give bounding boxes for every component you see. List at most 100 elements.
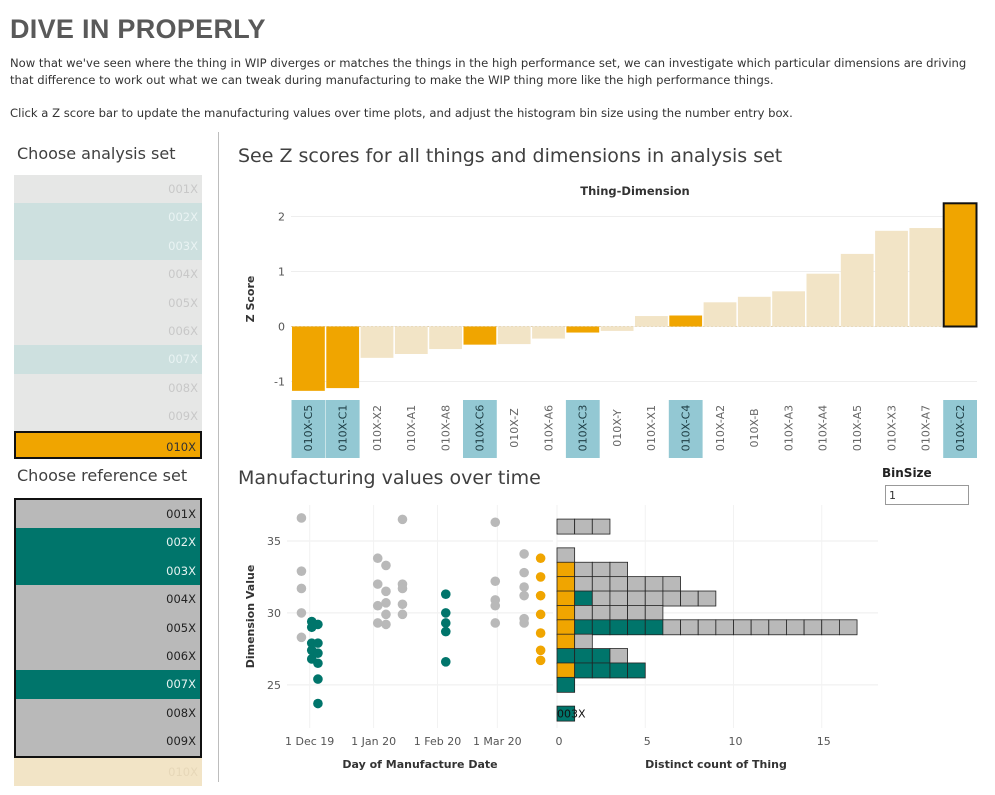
zscore-category-label[interactable]: 010X-Z <box>508 408 521 448</box>
hist-cell-reference-other[interactable] <box>574 605 593 621</box>
scatter-point-reference-other[interactable] <box>490 618 501 628</box>
scatter-point-reference-other[interactable] <box>372 600 383 611</box>
zscore-bar-010x-c5[interactable] <box>292 326 325 391</box>
reference-item-007x[interactable]: 007X <box>16 670 200 699</box>
zscore-bar-010x-z[interactable] <box>497 326 531 345</box>
analysis-item-005x[interactable]: 005X <box>14 288 202 317</box>
hist-cell-reference-other[interactable] <box>838 619 858 636</box>
zscore-category-label[interactable]: 010X-C3 <box>577 405 590 452</box>
hist-cell-reference-other[interactable] <box>644 576 664 593</box>
scatter-point-reference-other[interactable] <box>519 590 529 601</box>
zscore-category-label[interactable]: 010X-A8 <box>439 405 452 451</box>
hist-cell-reference-other[interactable] <box>574 576 593 593</box>
scatter-point-reference-highlighted[interactable] <box>440 618 451 628</box>
hist-cell-reference-other[interactable] <box>591 576 611 593</box>
scatter-point-analysis[interactable] <box>535 609 546 620</box>
scatter-point-reference-highlighted[interactable] <box>313 674 323 684</box>
hist-cell-analysis[interactable] <box>556 590 576 607</box>
scatter-point-analysis[interactable] <box>535 628 546 638</box>
hist-cell-reference-other[interactable] <box>680 590 699 607</box>
zscore-bar-010x-c6[interactable] <box>463 326 497 345</box>
scatter-point-analysis[interactable] <box>535 655 546 666</box>
zscore-category-label[interactable]: 010X-A7 <box>920 405 933 451</box>
zscore-category-label[interactable]: 010X-A5 <box>851 405 864 451</box>
hist-cell-reference-highlighted[interactable] <box>609 662 629 679</box>
scatter-point-reference-other[interactable] <box>296 632 307 643</box>
hist-cell-reference-other[interactable] <box>609 648 629 664</box>
scatter-point-reference-other[interactable] <box>296 583 307 594</box>
zscore-bar-010x-a3[interactable] <box>772 291 805 327</box>
scatter-point-reference-other[interactable] <box>490 517 501 528</box>
hist-cell-reference-highlighted[interactable] <box>574 662 593 679</box>
scatter-point-reference-highlighted[interactable] <box>313 619 323 630</box>
hist-cell-reference-highlighted[interactable] <box>609 619 629 636</box>
hist-cell-reference-other[interactable] <box>697 619 717 636</box>
zscore-bar-010x-x3[interactable] <box>875 230 908 327</box>
reference-item-005x[interactable]: 005X <box>16 613 200 642</box>
zscore-category-label[interactable]: 010X-A1 <box>405 405 418 451</box>
analysis-item-003x[interactable]: 003X <box>14 231 202 261</box>
hist-cell-reference-other[interactable] <box>803 619 823 636</box>
hist-cell-analysis[interactable] <box>556 619 576 636</box>
analysis-item-004x[interactable]: 004X <box>14 260 202 289</box>
hist-cell-reference-highlighted[interactable] <box>556 676 576 693</box>
scatter-point-analysis[interactable] <box>535 572 546 582</box>
hist-cell-reference-other[interactable] <box>662 619 681 636</box>
hist-cell-reference-highlighted[interactable] <box>574 648 593 664</box>
scatter-point-reference-highlighted[interactable] <box>440 626 451 637</box>
reference-item-009x[interactable]: 009X <box>16 727 200 756</box>
hist-cell-reference-highlighted[interactable] <box>627 662 646 679</box>
hist-cell-reference-other[interactable] <box>680 619 699 636</box>
reference-item-001x[interactable]: 001X <box>16 500 200 529</box>
hist-cell-reference-highlighted[interactable] <box>556 648 576 664</box>
hist-cell-reference-other[interactable] <box>609 590 629 607</box>
scatter-point-reference-highlighted[interactable] <box>440 608 451 618</box>
zscore-bar-010x-y[interactable] <box>600 326 634 331</box>
zscore-category-label[interactable]: 010X-A4 <box>817 405 830 451</box>
zscore-category-label[interactable]: 010X-B <box>748 408 761 447</box>
hist-cell-reference-other[interactable] <box>609 605 629 621</box>
reference-item-004x[interactable]: 004X <box>16 585 200 614</box>
hist-cell-reference-other[interactable] <box>627 605 646 621</box>
hist-cell-reference-other[interactable] <box>591 561 611 578</box>
zscore-bar-010x-x1[interactable] <box>635 316 668 327</box>
scatter-point-analysis[interactable] <box>535 553 546 564</box>
scatter-point-reference-other[interactable] <box>490 600 501 611</box>
scatter-point-analysis[interactable] <box>535 645 546 656</box>
zscore-bar-010x-c2[interactable] <box>942 202 978 328</box>
scatter-point-reference-highlighted[interactable] <box>313 638 323 648</box>
zscore-bar-010x-a6[interactable] <box>532 326 565 339</box>
scatter-point-reference-other[interactable] <box>490 576 501 587</box>
zscore-category-label[interactable]: 010X-Y <box>611 409 624 447</box>
hist-cell-reference-highlighted[interactable] <box>591 619 611 636</box>
hist-cell-reference-highlighted[interactable] <box>591 662 611 679</box>
zscore-bar-010x-x2[interactable] <box>360 326 394 358</box>
scatter-point-reference-other[interactable] <box>296 513 307 523</box>
zscore-category-label[interactable]: 010X-A6 <box>542 405 555 451</box>
scatter-point-reference-other[interactable] <box>519 549 529 559</box>
zscore-category-label[interactable]: 010X-X2 <box>371 405 384 451</box>
scatter-point-reference-other[interactable] <box>519 567 529 578</box>
zscore-bar-010x-c1[interactable] <box>326 326 360 389</box>
reference-item-003x[interactable]: 003X <box>16 556 200 586</box>
scatter-point-reference-other[interactable] <box>296 566 307 576</box>
analysis-item-010x[interactable]: 010X <box>14 430 202 459</box>
hist-cell-analysis[interactable] <box>556 605 576 621</box>
zscore-bar-010x-a2[interactable] <box>703 302 737 327</box>
reference-item-010x[interactable]: 010X <box>14 757 202 786</box>
zscore-bar-010x-a8[interactable] <box>429 326 462 350</box>
analysis-item-007x[interactable]: 007X <box>14 345 202 374</box>
analysis-item-001x[interactable]: 001X <box>14 175 202 204</box>
scatter-point-reference-other[interactable] <box>397 583 408 594</box>
hist-cell-reference-other[interactable] <box>574 561 593 578</box>
hist-cell-reference-other[interactable] <box>750 619 770 636</box>
scatter-point-reference-highlighted[interactable] <box>440 589 451 599</box>
hist-cell-reference-other[interactable] <box>821 619 840 636</box>
scatter-point-analysis[interactable] <box>535 590 546 601</box>
binsize-input[interactable] <box>885 485 969 505</box>
hist-cell-reference-highlighted[interactable] <box>627 619 646 636</box>
zscore-bar-010x-a4[interactable] <box>806 273 840 327</box>
hist-cell-reference-other[interactable] <box>627 576 646 593</box>
reference-item-008x[interactable]: 008X <box>16 698 200 728</box>
hist-cell-reference-highlighted[interactable] <box>644 619 664 636</box>
